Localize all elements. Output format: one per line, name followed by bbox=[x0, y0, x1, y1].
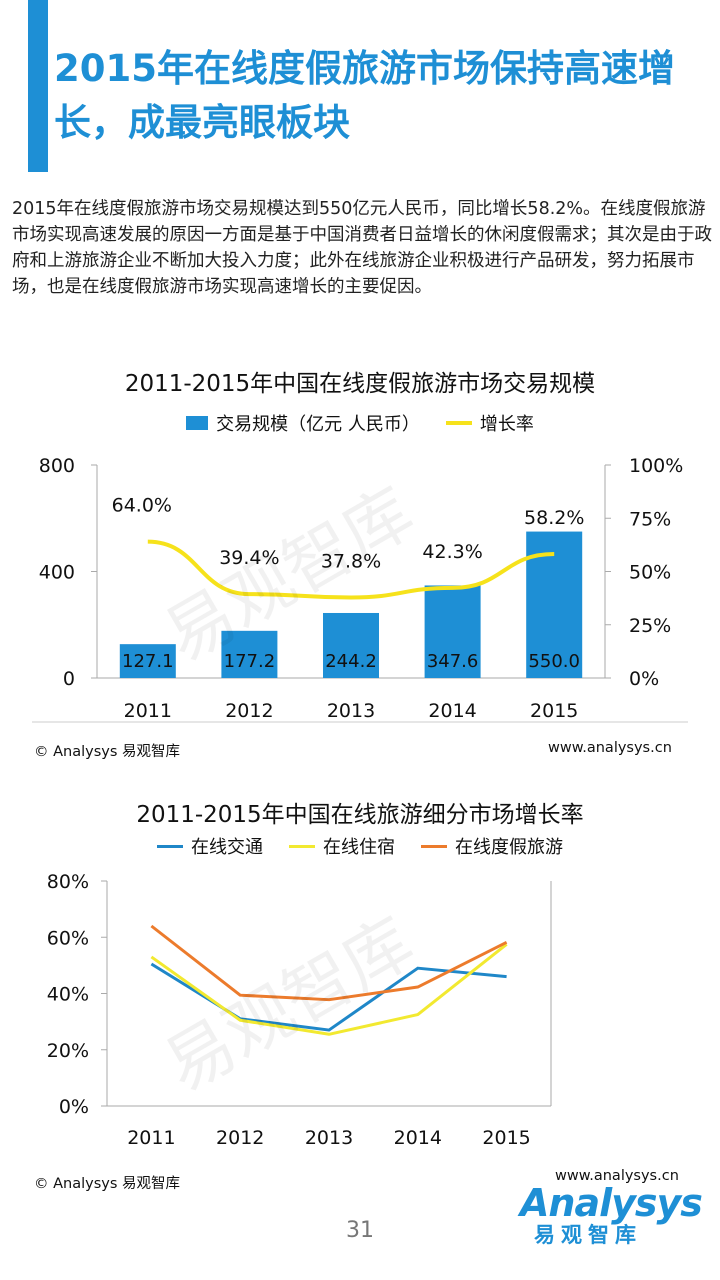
chart1-legend-line-swatch bbox=[445, 421, 472, 425]
chart1-growth-line bbox=[147, 539, 555, 600]
chart1-legend-line-label: 增长率 bbox=[479, 414, 534, 435]
analysys-logo: Analysys 易观智库 bbox=[520, 1183, 710, 1247]
chart2-x-tick-label: 2013 bbox=[305, 1127, 353, 1149]
chart1-left-tick-label: 0 bbox=[63, 668, 75, 690]
chart2-legend-vacation: 在线度假旅游 bbox=[421, 833, 563, 859]
chart1-growth-label: 58.2% bbox=[524, 507, 584, 529]
chart1-bar-value-label: 347.6 bbox=[427, 651, 479, 672]
chart1-bar bbox=[424, 585, 481, 678]
chart2-y-tick-label: 0% bbox=[59, 1096, 89, 1118]
chart1-growth-label: 42.3% bbox=[422, 541, 482, 563]
chart2-legend-hotel: 在线住宿 bbox=[289, 833, 395, 859]
chart1-legend-bar-swatch bbox=[186, 416, 209, 430]
summary-paragraph: 2015年在线度假旅游市场交易规模达到550亿元人民币，同比增长58.2%。在线… bbox=[12, 199, 712, 297]
page-title: 2015年在线度假旅游市场保持高速增长，成最亮眼板块 bbox=[54, 47, 675, 144]
chart1-left-tick-label: 400 bbox=[39, 562, 75, 584]
chart2-legend-vacation-label: 在线度假旅游 bbox=[455, 837, 563, 858]
logo-chinese: 易观智库 bbox=[534, 1223, 642, 1247]
chart2-title: 2011-2015年中国在线旅游细分市场增长率 bbox=[136, 802, 584, 828]
title-accent-bar bbox=[28, 0, 48, 172]
chart1-bar bbox=[119, 644, 176, 678]
chart1-right-tick-label: 100% bbox=[629, 455, 683, 477]
chart2-line-transport bbox=[150, 962, 507, 1032]
chart2-legend-transport: 在线交通 bbox=[157, 833, 263, 859]
chart1-site: www.analysys.cn bbox=[548, 740, 672, 756]
chart2-legend-transport-swatch bbox=[157, 844, 183, 848]
chart1-right-tick-label: 75% bbox=[629, 508, 671, 530]
chart1-bar-value-label: 244.2 bbox=[325, 651, 377, 672]
chart2-x-tick-label: 2015 bbox=[482, 1127, 530, 1149]
chart1-svg: 0 400 800 0% 25% 50% 75% 100% 127.1 177.2 244.2 347… bbox=[32, 455, 688, 723]
chart2-x-tick-label: 2011 bbox=[127, 1127, 175, 1149]
chart1-source: © Analysys 易观智库 bbox=[34, 744, 181, 760]
chart2-y-tick-label: 60% bbox=[47, 927, 89, 949]
chart1-bar bbox=[221, 630, 278, 678]
chart1-x-tick-label: 2011 bbox=[124, 700, 172, 722]
chart1-right-tick-label: 25% bbox=[629, 615, 671, 637]
chart2-y-tick-label: 40% bbox=[47, 984, 89, 1006]
chart1-bar-value-label: 177.2 bbox=[224, 651, 276, 672]
chart1-title: 2011-2015年中国在线度假旅游市场交易规模 bbox=[124, 371, 596, 397]
chart1-x-tick-label: 2015 bbox=[530, 700, 578, 722]
chart1-legend-bar-label: 交易规模（亿元 人民币） bbox=[216, 414, 420, 435]
chart2-site: www.analysys.cn bbox=[555, 1168, 679, 1184]
chart2-y-tick-label: 80% bbox=[47, 871, 89, 893]
chart1-growth-label: 39.4% bbox=[219, 547, 279, 569]
chart2-x-tick-label: 2014 bbox=[394, 1127, 442, 1149]
chart1-right-tick-label: 50% bbox=[629, 562, 671, 584]
chart2-legend-transport-label: 在线交通 bbox=[191, 837, 263, 858]
chart2-source: © Analysys 易观智库 bbox=[34, 1176, 181, 1192]
chart2-legend-vacation-swatch bbox=[421, 844, 447, 848]
chart1-legend-bar: 交易规模（亿元 人民币） bbox=[186, 410, 420, 436]
chart2-line-hotel bbox=[150, 943, 508, 1036]
chart1-growth-label: 37.8% bbox=[321, 550, 381, 572]
chart1-bar-value-label: 550.0 bbox=[528, 651, 580, 672]
chart1-x-tick-label: 2012 bbox=[225, 700, 273, 722]
chart2-line-vacation bbox=[150, 924, 508, 1002]
chart1-bar-value-label: 127.1 bbox=[122, 651, 174, 672]
chart2-legend-hotel-swatch bbox=[289, 844, 315, 848]
chart2-legend-hotel-label: 在线住宿 bbox=[323, 837, 395, 858]
chart2-legend: 在线交通 在线住宿 在线度假旅游 bbox=[0, 833, 720, 859]
chart2-svg: 0% 20% 40% 60% 80% 2011 2012 2013 2014 2015 bbox=[47, 871, 552, 1149]
chart1-growth-label: 64.0% bbox=[112, 495, 172, 517]
chart1-left-tick-label: 800 bbox=[39, 455, 75, 477]
chart1-x-tick-label: 2013 bbox=[327, 700, 375, 722]
chart1-bar bbox=[323, 612, 379, 678]
chart1-legend-line: 增长率 bbox=[445, 410, 534, 436]
logo-wordmark: Analysys bbox=[520, 1181, 703, 1225]
chart2-y-tick-label: 20% bbox=[47, 1040, 89, 1062]
chart1-right-tick-label: 0% bbox=[629, 668, 659, 690]
chart1-legend: 交易规模（亿元 人民币） 增长率 bbox=[0, 410, 720, 436]
page-number: 31 bbox=[346, 1218, 374, 1243]
chart2-x-tick-label: 2012 bbox=[216, 1127, 264, 1149]
chart1-x-tick-label: 2014 bbox=[428, 700, 476, 722]
